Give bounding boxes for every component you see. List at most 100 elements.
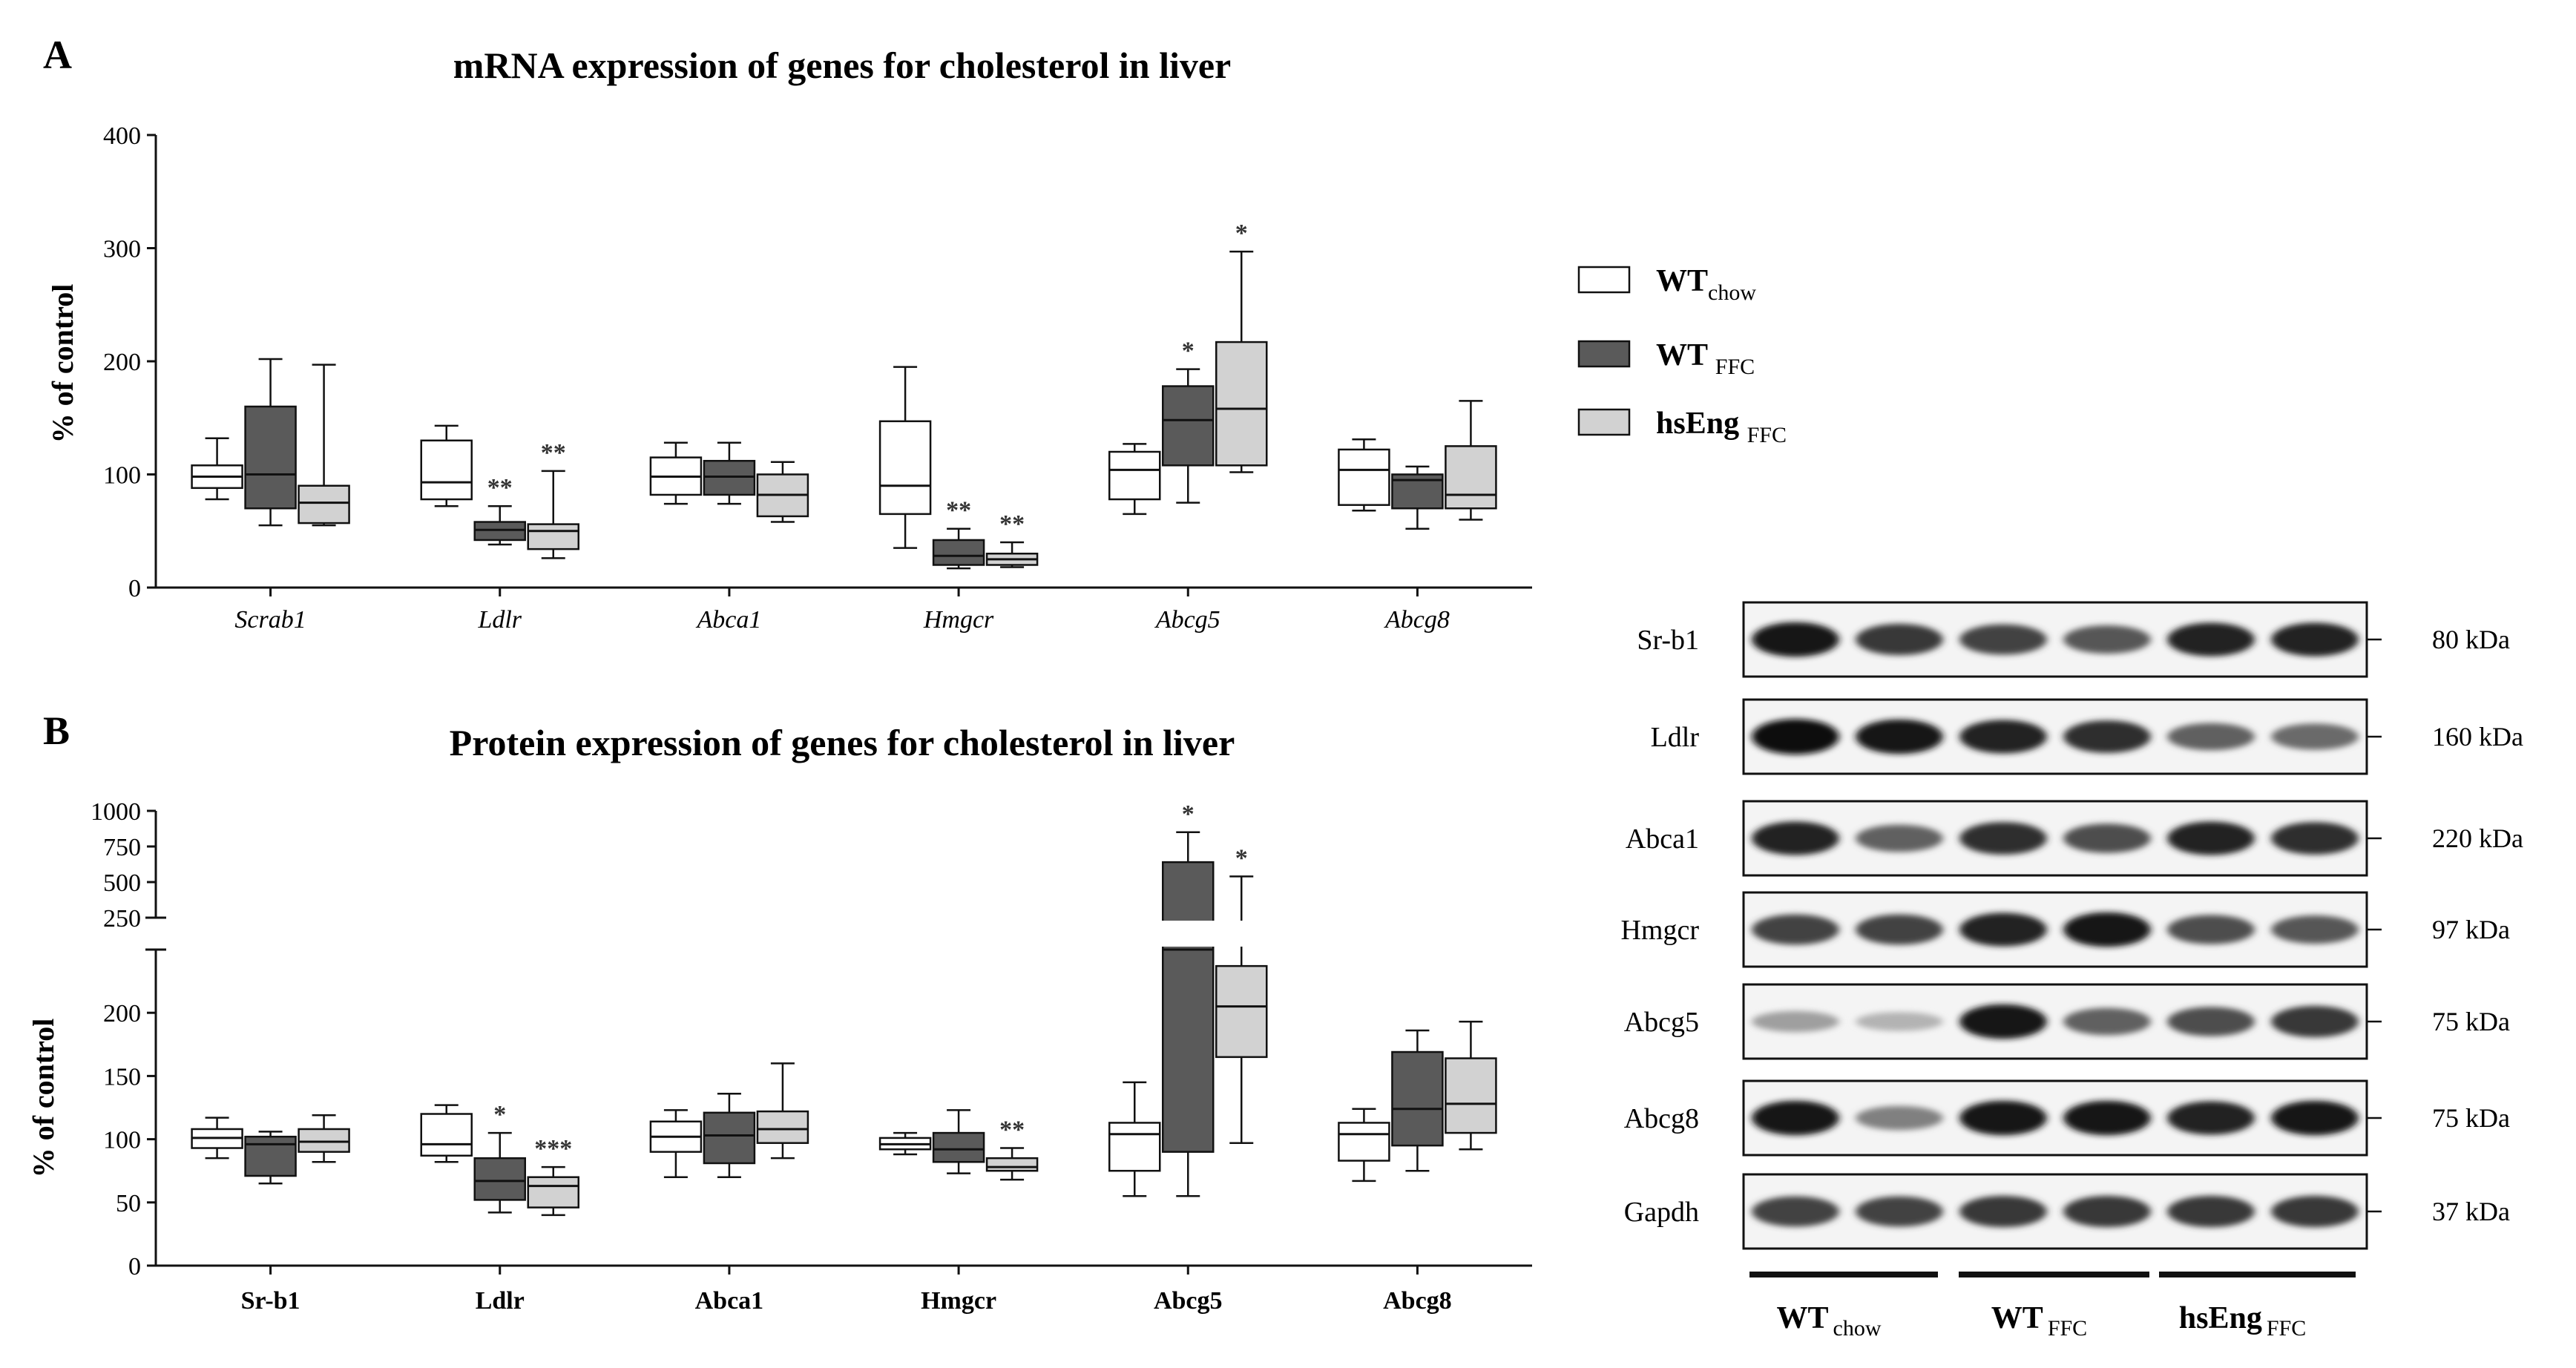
x-label-sr-b1: Sr-b1: [241, 1287, 300, 1315]
blot-protein-label: Sr-b1: [1637, 625, 1699, 656]
legend-label: hsEng FFC: [1656, 407, 1787, 447]
blot-band: [2063, 1007, 2151, 1036]
blot-protein-label: Hmgcr: [1620, 915, 1699, 946]
blot-kda-label: 160 kDa: [2432, 722, 2523, 752]
blot-protein-label: Abca1: [1626, 823, 1699, 855]
box-ldlr-wt-ffc: [473, 1131, 526, 1214]
blot-kda-label: 220 kDa: [2432, 823, 2523, 853]
significance-hmgcr-2: **: [999, 510, 1025, 538]
box-iqr: [878, 420, 932, 516]
y-tick-label: 500: [103, 869, 141, 897]
blot-band: [1959, 912, 2047, 947]
box-iqr: [1391, 1050, 1444, 1147]
blot-row-abcg5: Abcg5 75 kDa: [1624, 983, 2510, 1060]
blot-kda-label: 75 kDa: [2432, 1007, 2510, 1036]
blot-band: [2167, 915, 2255, 944]
box-iqr: [1215, 341, 1268, 467]
x-label-abca1: Abca1: [695, 606, 761, 634]
significance-abcg5-1: *: [1182, 800, 1195, 828]
y-tick-label: 200: [103, 349, 141, 376]
x-label-scrab1: Scrab1: [234, 606, 306, 634]
blot-band: [1959, 720, 2047, 754]
blot-kda-label: 80 kDa: [2432, 625, 2510, 654]
box-iqr: [473, 1157, 526, 1201]
blot-band: [2063, 1100, 2151, 1136]
x-label-abcg8: Abcg8: [1384, 606, 1450, 634]
legend-label-subscript: chow: [1708, 280, 1756, 305]
panel-a-title: mRNA expression of genes for cholesterol…: [453, 45, 1232, 86]
group-label: WT chow: [1777, 1301, 1882, 1341]
significance-abcg5-1: *: [1182, 338, 1195, 365]
blot-band: [1959, 1195, 2047, 1228]
y-tick-label: 0: [128, 1253, 141, 1280]
panel-letter-a: A: [43, 33, 72, 77]
panel-a-plot: 0 100 200 300 400 Scrab1 Ldlr Abca1 Hmgcr Abcg5 Ab…: [103, 122, 1532, 634]
y-tick-label: 250: [103, 905, 141, 933]
box-ldlr-wt-chow: [420, 1104, 473, 1163]
legend-item-1: WTchow: [1577, 264, 1756, 305]
box-iqr: [932, 1131, 985, 1163]
legend-swatch: [1577, 266, 1631, 294]
box-sr-b1-wt-chow: [191, 1117, 243, 1160]
box-iqr: [420, 1113, 473, 1157]
box-iqr: [756, 1110, 809, 1144]
blot-band: [1856, 719, 1943, 754]
blot-band: [1856, 1196, 1943, 1227]
legend-item-3: hsEng FFC: [1577, 407, 1787, 447]
legend-label: WTchow: [1656, 264, 1756, 305]
box-iqr: [1338, 1122, 1390, 1162]
box-abcg8-hseng-ffc: [1445, 1020, 1497, 1151]
box-abcg5-wt-chow: [1108, 443, 1161, 516]
legend-label-main: WT: [1656, 264, 1708, 298]
x-label-ldlr: Ldlr: [476, 1287, 525, 1315]
group-label-subscript: FFC: [2048, 1316, 2087, 1341]
box-ldlr-wt-chow: [420, 424, 473, 507]
legend-label-main: hsEng: [1656, 407, 1747, 441]
blot-band: [2271, 1195, 2359, 1228]
x-label-ldlr: Ldlr: [477, 606, 522, 634]
box-iqr: [473, 521, 526, 542]
blot-band: [2271, 1005, 2359, 1038]
x-label-hmgcr: Hmgcr: [923, 606, 994, 634]
blot-row-abca1: Abca1 220 kDa: [1626, 800, 2523, 877]
western-blot: Sr-b1 80 kDa Ldlr 160 kDa Abca1 220 kDa Hmgcr 9…: [1620, 601, 2523, 1341]
blot-group-1: WT chow: [1749, 1272, 1938, 1341]
box-hmgcr-wt-ffc: [932, 1109, 985, 1174]
blot-band: [1959, 624, 2047, 655]
y-tick-label: 1000: [91, 798, 141, 826]
box-iqr: [985, 1157, 1039, 1172]
blot-band: [1752, 1100, 1839, 1136]
box-hmgcr-hseng-ffc: [985, 541, 1039, 568]
box-ldlr-hseng-ffc: [527, 470, 579, 559]
box-ldlr-hseng-ffc: [527, 1165, 579, 1217]
y-tick-label: 50: [116, 1190, 141, 1217]
legend-label: WT FFC: [1656, 338, 1755, 379]
significance-hmgcr-1: **: [946, 497, 971, 524]
box-hmgcr-wt-chow: [878, 1131, 932, 1156]
blot-band: [2271, 822, 2359, 855]
box-abca1-hseng-ffc: [756, 461, 809, 523]
box-abcg5-wt-ffc: [1162, 831, 1215, 1197]
box-abcg5-wt-ffc: [1162, 368, 1215, 504]
group-label: hsEng FFC: [2179, 1301, 2306, 1341]
group-label: WT FFC: [1991, 1301, 2087, 1341]
blot-band: [1752, 622, 1839, 657]
significance-ldlr-1: **: [487, 474, 513, 502]
axis-break-gap: [160, 921, 1532, 947]
box-iqr: [932, 539, 985, 566]
box-abcg5-hseng-ffc: [1215, 875, 1268, 1144]
group-label-subscript: chow: [1833, 1316, 1882, 1341]
legend-swatch: [1577, 408, 1631, 436]
blot-band: [2063, 625, 2151, 654]
box-sr-b1-wt-ffc: [244, 1131, 297, 1185]
blot-band: [1752, 821, 1839, 855]
box-abcg8-wt-ffc: [1391, 1029, 1444, 1172]
box-scrab1-wt-ffc: [244, 358, 297, 527]
legend-label-main: WT: [1656, 338, 1715, 372]
y-tick-label: 0: [128, 575, 141, 602]
blot-row-sr-b1: Sr-b1 80 kDa: [1637, 601, 2510, 678]
group-label-main: WT: [1991, 1301, 2043, 1335]
blot-row-ldlr: Ldlr 160 kDa: [1651, 698, 2523, 775]
